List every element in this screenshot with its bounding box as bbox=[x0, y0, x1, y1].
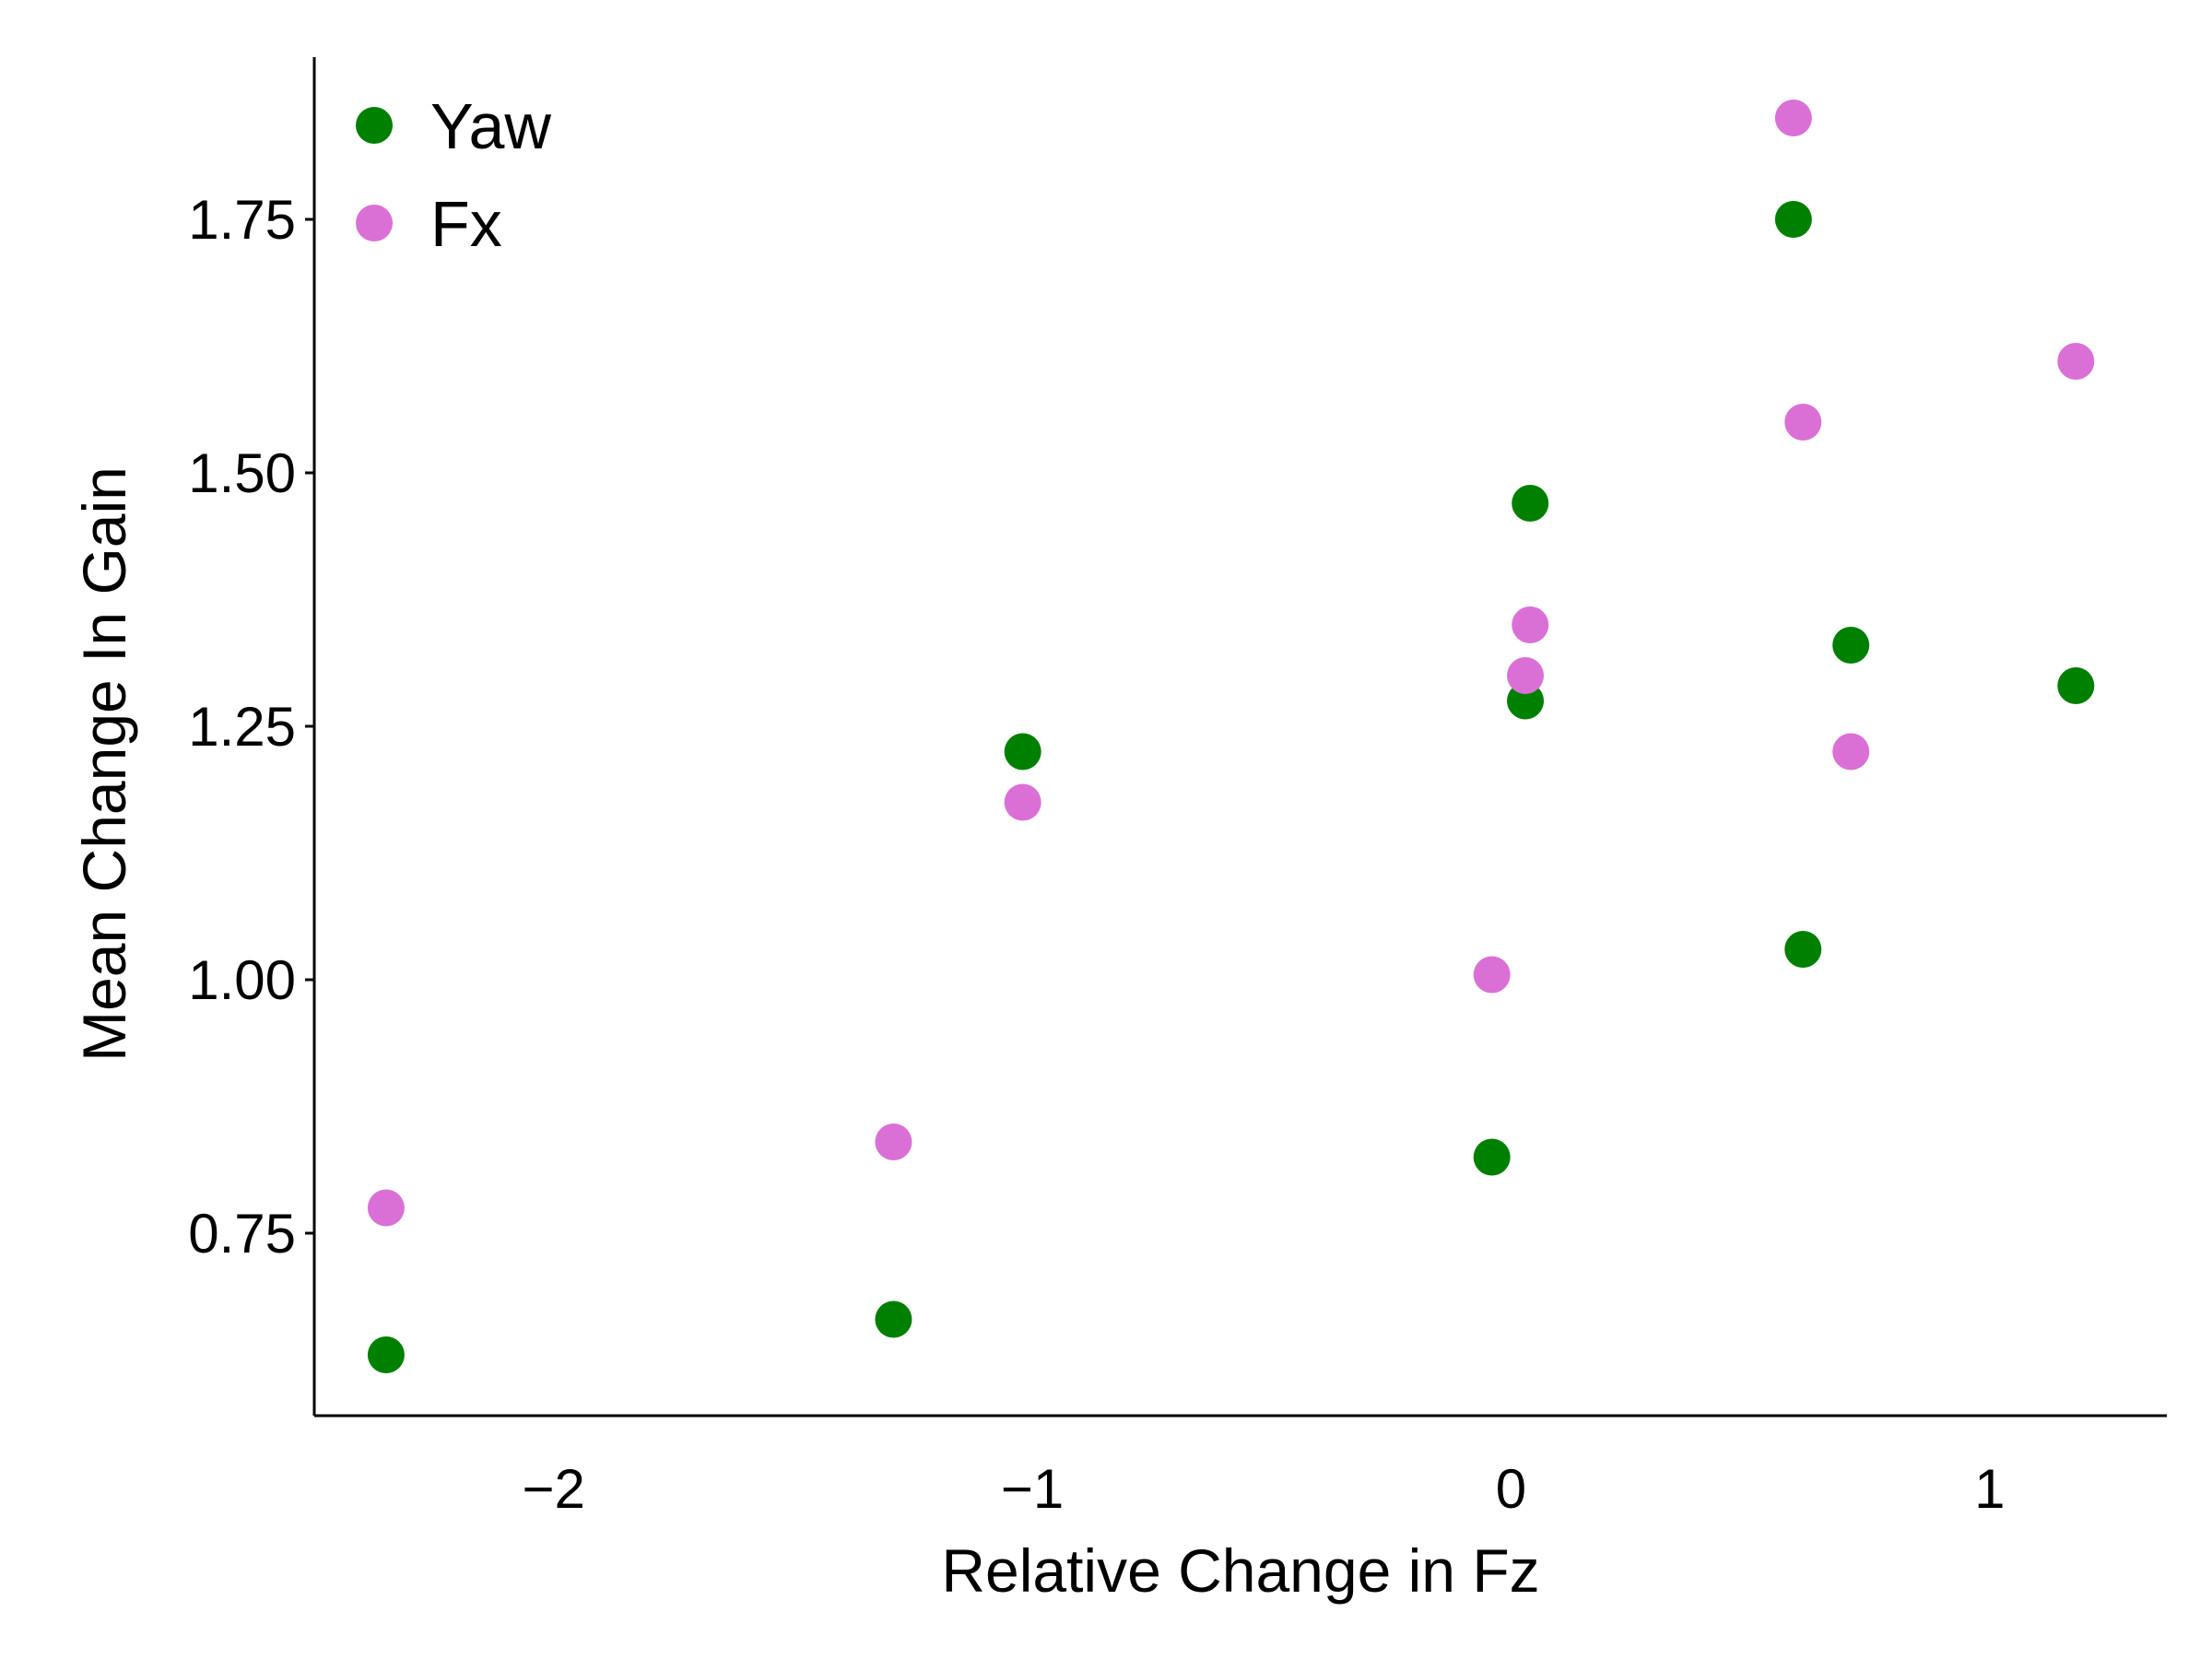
y-axis-title: Mean Change In Gain bbox=[70, 466, 138, 1062]
yaw-point bbox=[1507, 682, 1545, 720]
fx-point bbox=[1784, 404, 1822, 441]
fx-point bbox=[1004, 783, 1041, 821]
legend-label-fx: Fx bbox=[430, 188, 502, 260]
axes bbox=[312, 57, 2167, 1418]
fx-point bbox=[1473, 956, 1511, 994]
y-ticks: 0.75 1.00 1.25 1.50 1.75 bbox=[188, 189, 314, 1265]
yaw-point bbox=[1473, 1138, 1511, 1176]
legend: Yaw Fx bbox=[356, 90, 551, 260]
yaw-point bbox=[1004, 733, 1041, 771]
fx-point bbox=[875, 1124, 912, 1160]
y-tick-label: 1.75 bbox=[188, 189, 296, 251]
x-ticks: −2 −1 0 1 bbox=[522, 1458, 2005, 1520]
x-tick-label: −2 bbox=[522, 1458, 584, 1520]
y-tick-label: 0.75 bbox=[188, 1203, 296, 1265]
legend-marker-yaw bbox=[356, 107, 393, 144]
legend-label-yaw: Yaw bbox=[430, 90, 551, 162]
x-tick-label: 0 bbox=[1496, 1458, 1526, 1520]
fx-point bbox=[1512, 606, 1549, 643]
fx-point bbox=[1832, 733, 1870, 771]
legend-marker-fx bbox=[356, 205, 393, 241]
y-tick-label: 1.50 bbox=[188, 442, 296, 504]
x-tick-label: 1 bbox=[1974, 1458, 2005, 1520]
yaw-point bbox=[367, 1336, 405, 1373]
y-tick-label: 1.25 bbox=[188, 696, 296, 758]
y-tick-label: 1.00 bbox=[188, 949, 296, 1011]
yaw-point bbox=[1512, 485, 1549, 522]
x-tick-label: −1 bbox=[1001, 1458, 1064, 1520]
fx-point bbox=[1507, 657, 1545, 694]
yaw-point bbox=[875, 1300, 912, 1338]
fx-point bbox=[2057, 343, 2095, 380]
yaw-point bbox=[2057, 667, 2095, 704]
yaw-point bbox=[1832, 627, 1870, 664]
data-points bbox=[367, 100, 2095, 1373]
x-axis-title: Relative Change in Fz bbox=[941, 1536, 1539, 1605]
yaw-point bbox=[1784, 931, 1822, 968]
fx-point bbox=[367, 1189, 405, 1227]
yaw-point bbox=[1774, 201, 1812, 238]
fx-point bbox=[1774, 100, 1812, 136]
